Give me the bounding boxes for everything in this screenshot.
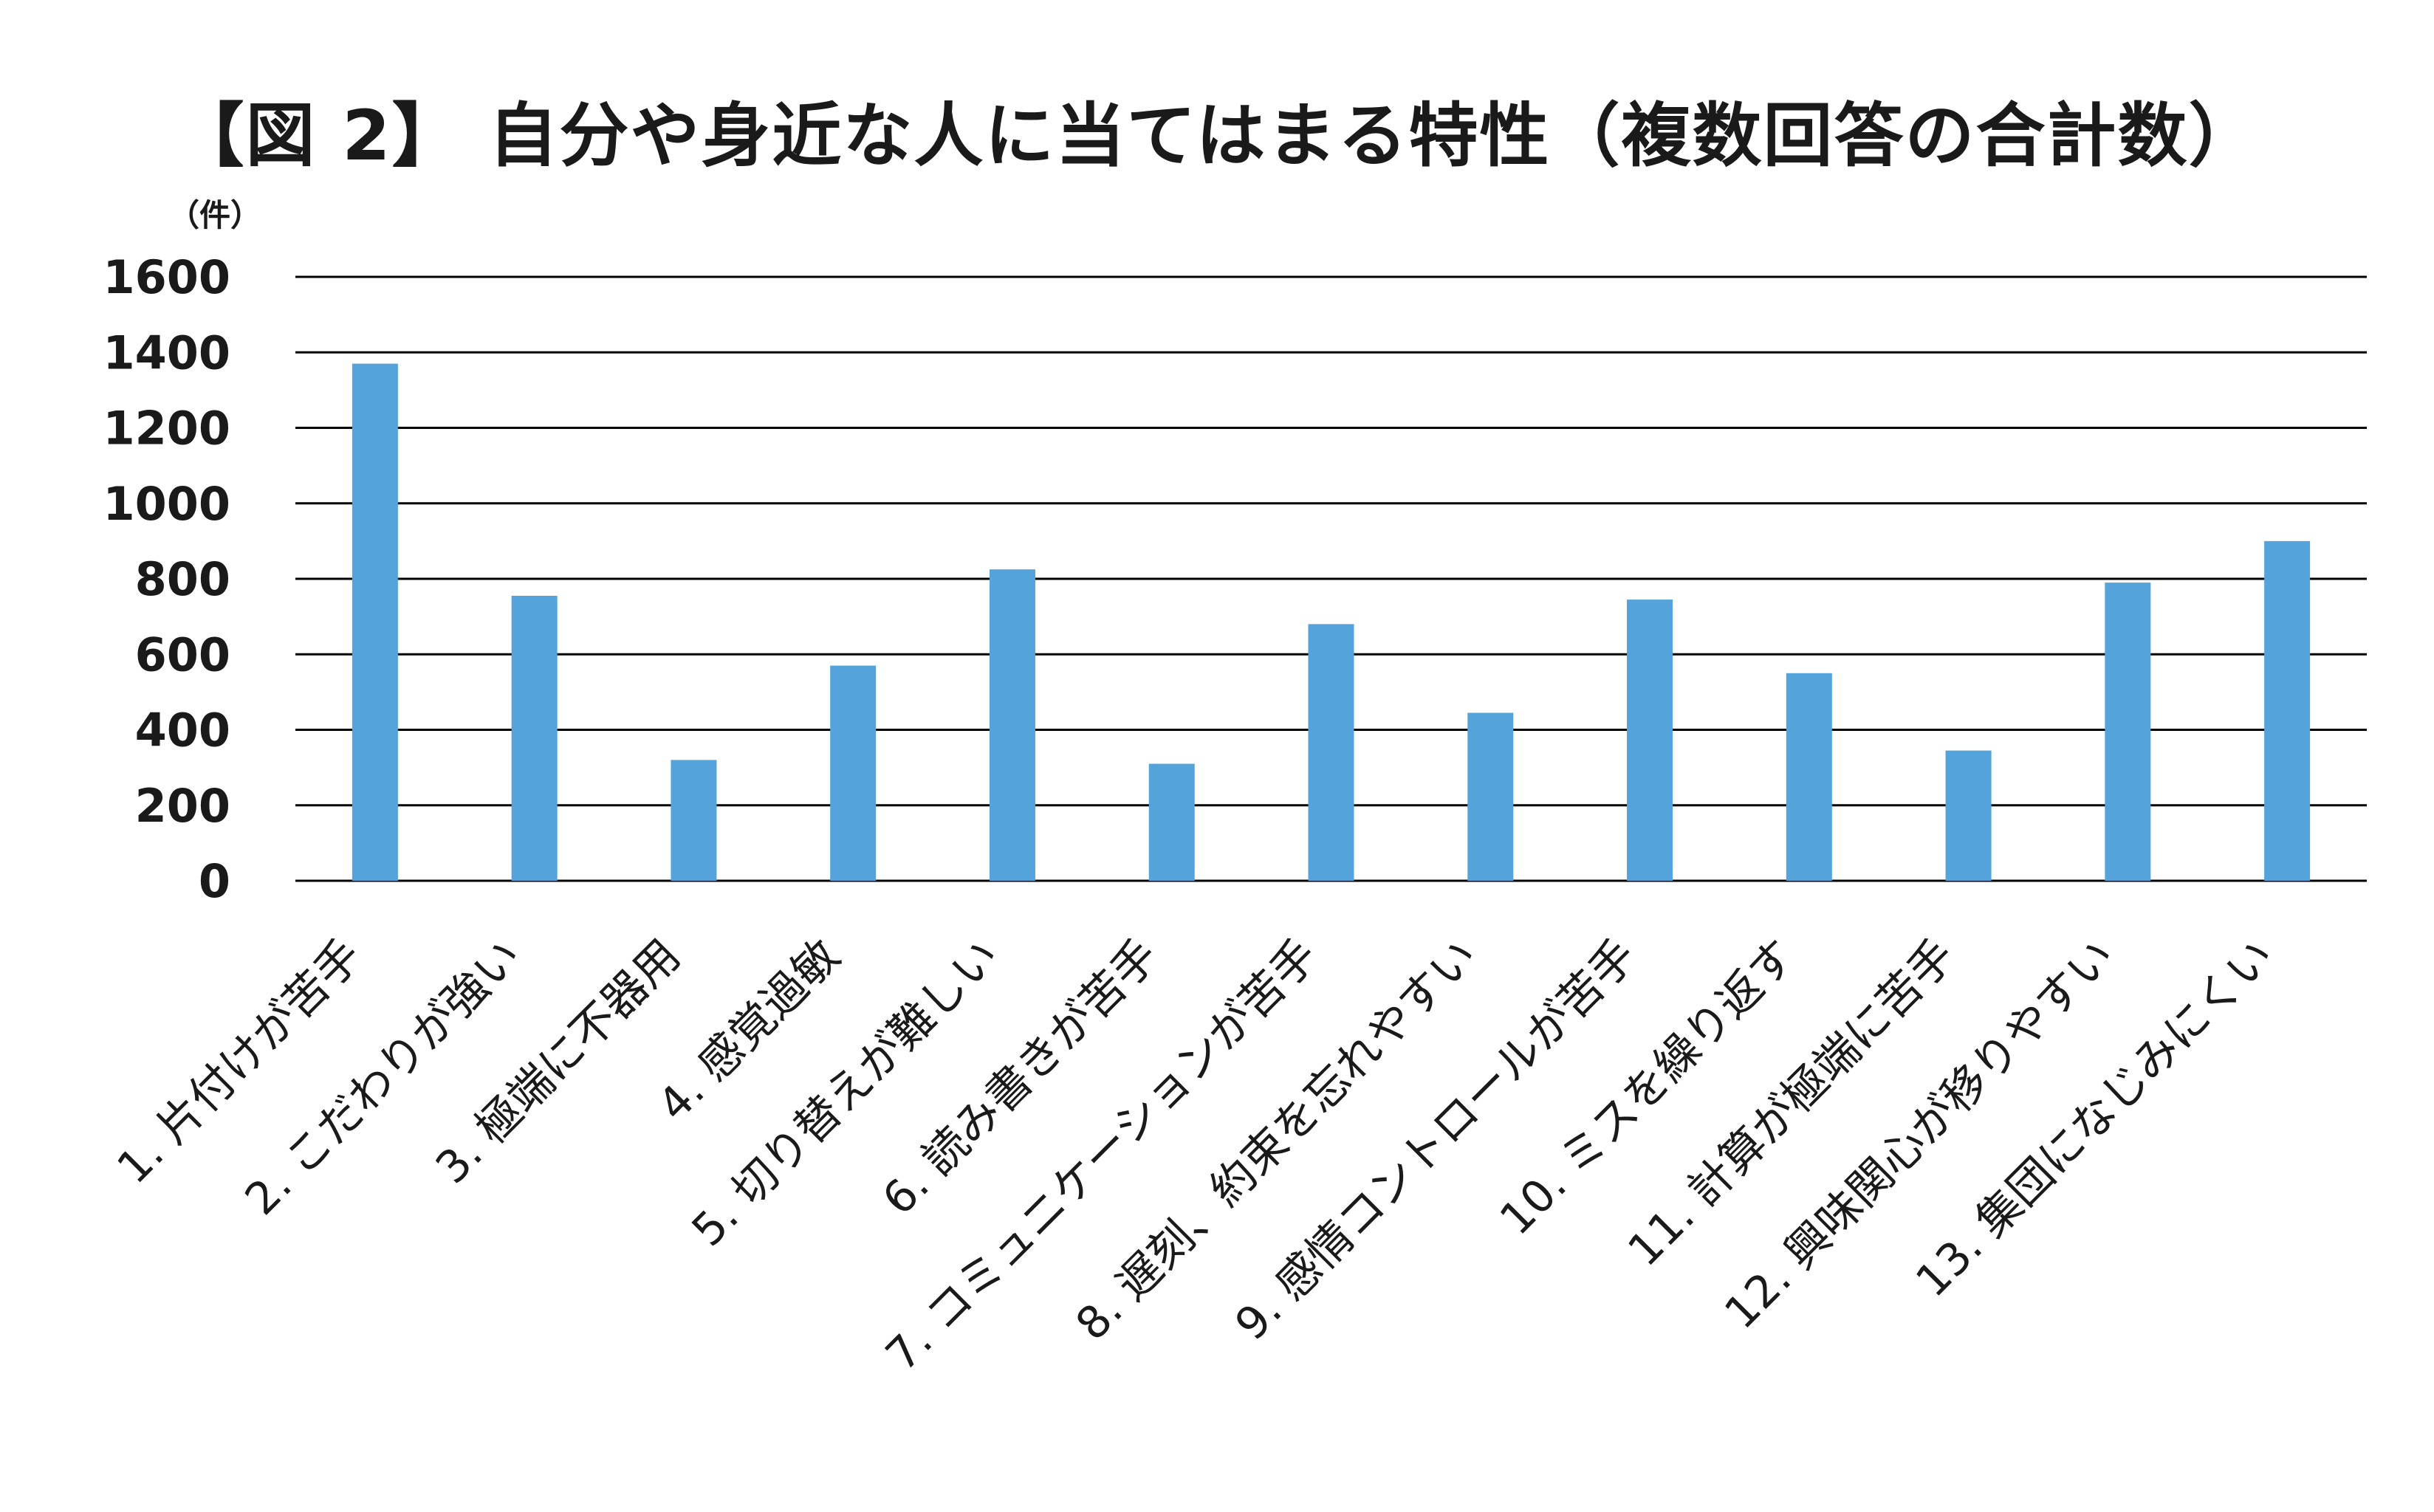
- x-tick-label: 10. ミスを繰り返す: [1490, 929, 1806, 1245]
- y-tick-label: 1200: [103, 402, 230, 456]
- bar: [2105, 583, 2151, 881]
- bar: [352, 363, 398, 881]
- y-tick-label: 400: [135, 704, 230, 757]
- x-tick-label: 6. 読み書きが苦手: [873, 929, 1168, 1225]
- y-tick-label: 600: [135, 628, 230, 681]
- y-tick-label: 1600: [103, 250, 230, 304]
- bar: [830, 665, 877, 881]
- bar: [1786, 673, 1832, 881]
- bar: [511, 596, 558, 881]
- y-tick-label: 1400: [103, 326, 230, 379]
- x-tick-label: 5. 切り替えが難しい: [682, 929, 1009, 1257]
- bar: [1627, 599, 1673, 881]
- bar: [989, 569, 1035, 881]
- bar: [1308, 624, 1354, 881]
- y-tick-label: 800: [135, 552, 230, 606]
- bar: [1945, 750, 1992, 881]
- bar: [671, 760, 717, 881]
- chart-title: 【図 2】 自分や身近な人に当てはまる特性（複数回答の合計数）: [174, 96, 2260, 176]
- x-tick-label: 11. 計算が極端に苦手: [1618, 929, 1965, 1276]
- bar: [1148, 763, 1195, 881]
- y-tick-label: 0: [199, 854, 230, 908]
- y-tick-label: 200: [135, 779, 230, 833]
- y-axis-unit-label: （件）: [168, 197, 262, 233]
- bar: [2264, 540, 2311, 881]
- x-tick-label: 2. こだわりが強い: [236, 929, 531, 1225]
- y-tick-label: 1000: [103, 477, 230, 531]
- bar: [1467, 712, 1514, 881]
